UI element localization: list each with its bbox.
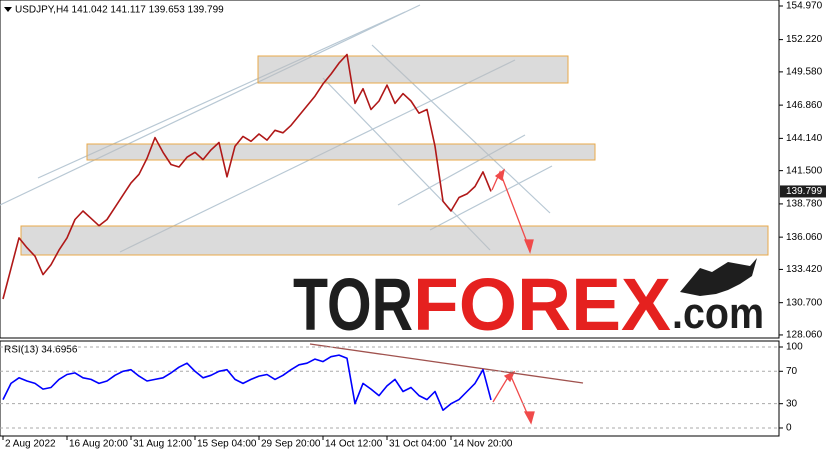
x-tick-label: 2 Aug 2022 xyxy=(5,439,56,450)
y-tick-label: 141.500 xyxy=(786,165,823,176)
current-price-tag xyxy=(780,185,826,198)
series-line xyxy=(2,53,492,300)
x-tick-label: 29 Sep 20:00 xyxy=(261,439,321,450)
y-tick-label: 130.700 xyxy=(786,297,823,308)
x-tick-label: 31 Oct 04:00 xyxy=(389,439,447,450)
y-tick-label: 128.060 xyxy=(786,330,823,341)
y-tick-label: 154.970 xyxy=(786,1,823,12)
y-tick-label: 30 xyxy=(786,398,798,409)
y-tick-label: 144.140 xyxy=(786,133,823,144)
logo-tor: TOR xyxy=(293,263,413,346)
y-tick-label: 100 xyxy=(786,342,803,353)
y-tick-label: 133.420 xyxy=(786,264,823,275)
x-tick-label: 31 Aug 12:00 xyxy=(133,439,192,450)
forecast-arrows xyxy=(491,168,535,425)
x-tick-label: 14 Nov 20:00 xyxy=(453,439,513,450)
current-price-label: 139.799 xyxy=(786,186,823,197)
y-tick-label: 70 xyxy=(786,366,798,377)
x-tick-label: 16 Aug 20:00 xyxy=(69,439,128,450)
y-tick-label: 152.220 xyxy=(786,34,823,45)
y-tick-label: 0 xyxy=(786,423,792,434)
y-tick-label: 146.860 xyxy=(786,100,823,111)
logo-forex: FOREX xyxy=(413,263,671,346)
y-tick-label: 138.780 xyxy=(786,199,823,210)
y-tick-label: 136.060 xyxy=(786,232,823,243)
rsi-panel xyxy=(0,340,780,437)
rsi-trendline xyxy=(309,343,584,384)
x-tick-label: 14 Oct 12:00 xyxy=(325,439,383,450)
series-line xyxy=(2,354,492,411)
zones xyxy=(20,55,769,256)
logo: TOR FOREX .com xyxy=(293,258,764,346)
y-tick-label: 149.580 xyxy=(786,67,823,78)
x-tick-label: 15 Sep 04:00 xyxy=(197,439,257,450)
logo-com: .com xyxy=(672,289,764,338)
menu-triangle xyxy=(4,7,12,12)
bull-icon xyxy=(680,258,757,296)
rsi-title: RSI(13) 34.6956 xyxy=(4,345,78,356)
price-title: USDJPY,H4 141.042 141.117 139.653 139.79… xyxy=(15,5,224,16)
